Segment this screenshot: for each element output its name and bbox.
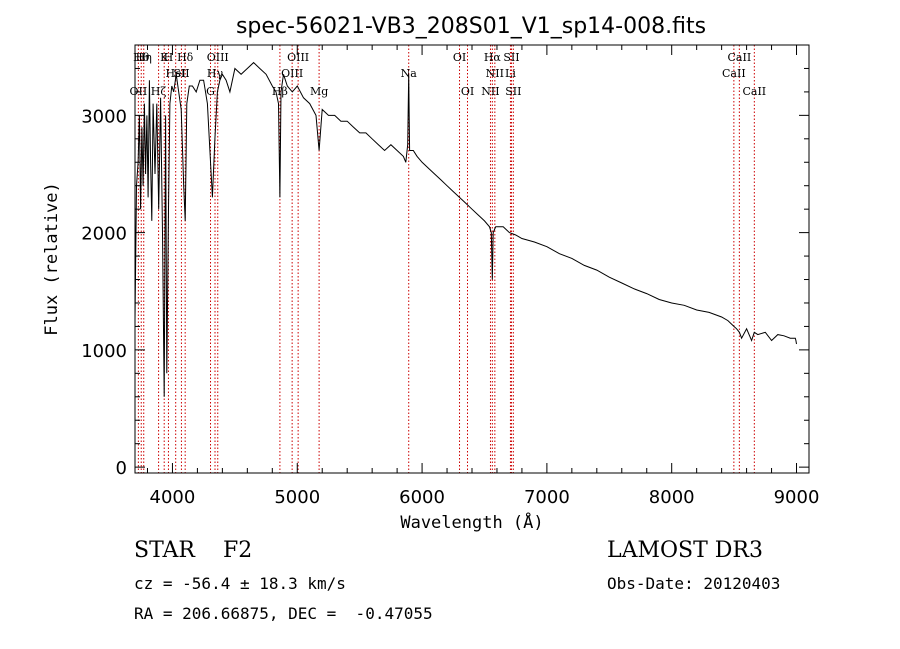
emission-line-label: H: [164, 51, 174, 64]
emission-line-label: Mg: [310, 85, 328, 98]
plot-frame: [134, 44, 810, 474]
emission-line-label: Li: [505, 67, 516, 80]
emission-line-label: OIII: [207, 51, 229, 64]
emission-line-labels: OIIHθHηHζKHHeISIIHδGHγOIIIHβOIIIOIIIMgNa…: [130, 51, 767, 98]
emission-line-label: K: [160, 51, 169, 64]
survey-name: LAMOST DR3: [607, 538, 763, 563]
emission-line-label: SII: [505, 85, 521, 98]
object-class: STAR F2: [134, 538, 253, 563]
emission-line-label: CaII: [722, 67, 746, 80]
emission-line-label: Na: [401, 67, 418, 80]
y-tick-label: 1000: [81, 341, 127, 362]
emission-line-label: SII: [503, 51, 519, 64]
emission-line-label: Hη: [136, 51, 152, 64]
y-axis-ticks: 0 1000 2000 3000: [81, 67, 809, 479]
emission-line-label: Hζ: [151, 85, 167, 98]
spectrum-line: [134, 61, 797, 397]
observation-date: Obs-Date: 20120403: [607, 574, 781, 593]
emission-line-label: CaII: [742, 85, 766, 98]
emission-line-label: Hγ: [207, 67, 224, 80]
x-tick-label: 8000: [649, 487, 695, 508]
x-tick-label: 7000: [524, 487, 570, 508]
emission-line-label: OIII: [281, 67, 303, 80]
x-axis-ticks: 4000 5000 6000 7000 8000 9000: [146, 45, 820, 508]
emission-line-label: CaII: [728, 51, 752, 64]
emission-line-label: OI: [453, 51, 466, 64]
y-tick-label: 3000: [81, 106, 127, 127]
emission-line-label: OIII: [287, 51, 309, 64]
emission-line-label: Hβ: [272, 85, 288, 98]
y-axis-label: Flux (relative): [42, 182, 62, 336]
x-tick-label: 9000: [774, 487, 820, 508]
emission-line-label: OI: [461, 85, 474, 98]
y-tick-label: 2000: [81, 224, 127, 245]
emission-line-label: Hθ: [133, 51, 150, 64]
x-axis-label: Wavelength (Å): [400, 511, 543, 533]
emission-line-label: Hδ: [177, 51, 194, 64]
redshift-text: cz = -56.4 ± 18.3 km/s: [134, 574, 346, 593]
emission-line-label: Hα: [484, 51, 502, 64]
x-tick-label: 5000: [274, 487, 320, 508]
emission-line-markers: [137, 45, 755, 473]
coordinates: RA = 206.66875, DEC = -0.47055: [134, 604, 433, 623]
emission-line-label: HeI: [165, 67, 185, 80]
emission-line-label: G: [206, 85, 215, 98]
emission-line-label: NII: [486, 67, 504, 80]
chart-title: spec-56021-VB3_208S01_V1_sp14-008.fits: [236, 14, 706, 39]
x-tick-label: 4000: [150, 487, 196, 508]
x-tick-label: 6000: [399, 487, 445, 508]
emission-line-label: SII: [173, 67, 189, 80]
emission-line-label: NII: [481, 85, 499, 98]
y-tick-label: 0: [116, 458, 127, 479]
